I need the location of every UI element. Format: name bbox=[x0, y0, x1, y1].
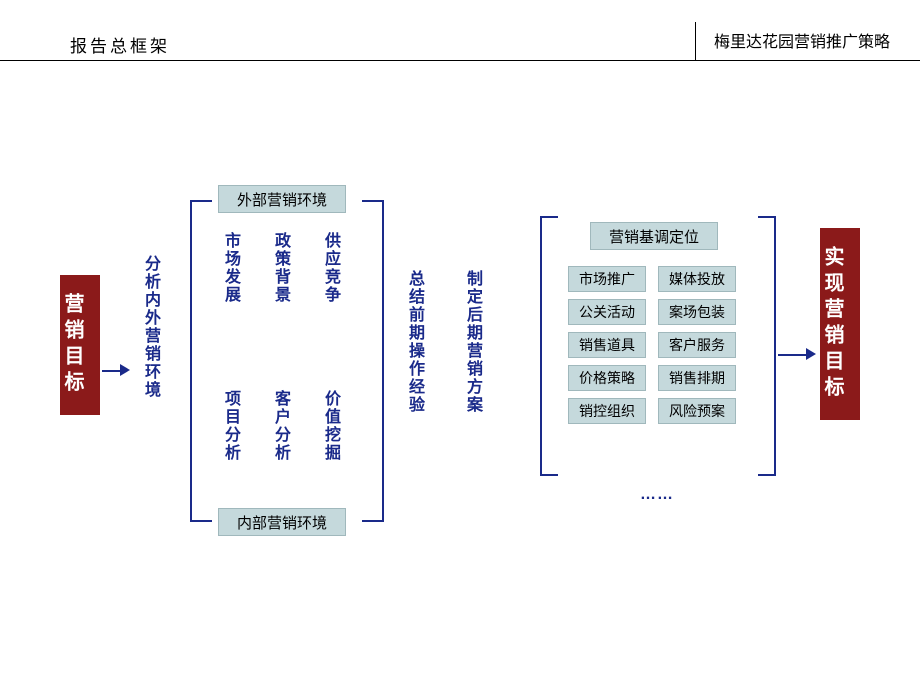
tactic-r1c0: 公关活动 bbox=[568, 299, 646, 325]
external-env-box: 外部营销环境 bbox=[218, 185, 346, 213]
tactic-r1c1: 案场包装 bbox=[658, 299, 736, 325]
diagram-canvas: 营销目标 实现营销目标 分析内外营销环境 外部营销环境 内部营销环境 市场发展 … bbox=[0, 0, 920, 690]
tactic-r2c0: 销售道具 bbox=[568, 332, 646, 358]
arrow-right bbox=[778, 354, 808, 356]
ext-item-0: 市场发展 bbox=[218, 232, 242, 304]
positioning-box: 营销基调定位 bbox=[590, 222, 718, 250]
ext-item-1: 政策背景 bbox=[268, 232, 292, 304]
ext-item-2: 供应竞争 bbox=[318, 232, 342, 304]
bracket-tactics-close bbox=[758, 216, 776, 476]
int-item-1: 客户分析 bbox=[268, 390, 292, 462]
label-summary: 总结前期操作经验 bbox=[402, 270, 426, 414]
int-item-2: 价值挖掘 bbox=[318, 390, 342, 462]
label-plan: 制定后期营销方案 bbox=[460, 270, 484, 414]
internal-env-box: 内部营销环境 bbox=[218, 508, 346, 536]
tactic-r4c0: 销控组织 bbox=[568, 398, 646, 424]
bracket-tactics-open bbox=[540, 216, 558, 476]
arrow-left-head bbox=[120, 364, 130, 376]
int-item-0: 项目分析 bbox=[218, 390, 242, 462]
bracket-env-open bbox=[190, 200, 212, 522]
goal-left-box: 营销目标 bbox=[60, 275, 100, 415]
arrow-right-head bbox=[806, 348, 816, 360]
bracket-env-close bbox=[362, 200, 384, 522]
tactic-r2c1: 客户服务 bbox=[658, 332, 736, 358]
tactic-r3c1: 销售排期 bbox=[658, 365, 736, 391]
arrow-left bbox=[102, 370, 120, 372]
tactic-r0c1: 媒体投放 bbox=[658, 266, 736, 292]
ellipsis: …… bbox=[640, 486, 674, 504]
tactic-r0c0: 市场推广 bbox=[568, 266, 646, 292]
label-analyze: 分析内外营销环境 bbox=[138, 255, 162, 399]
goal-right-box: 实现营销目标 bbox=[820, 228, 860, 420]
tactic-r4c1: 风险预案 bbox=[658, 398, 736, 424]
tactic-r3c0: 价格策略 bbox=[568, 365, 646, 391]
